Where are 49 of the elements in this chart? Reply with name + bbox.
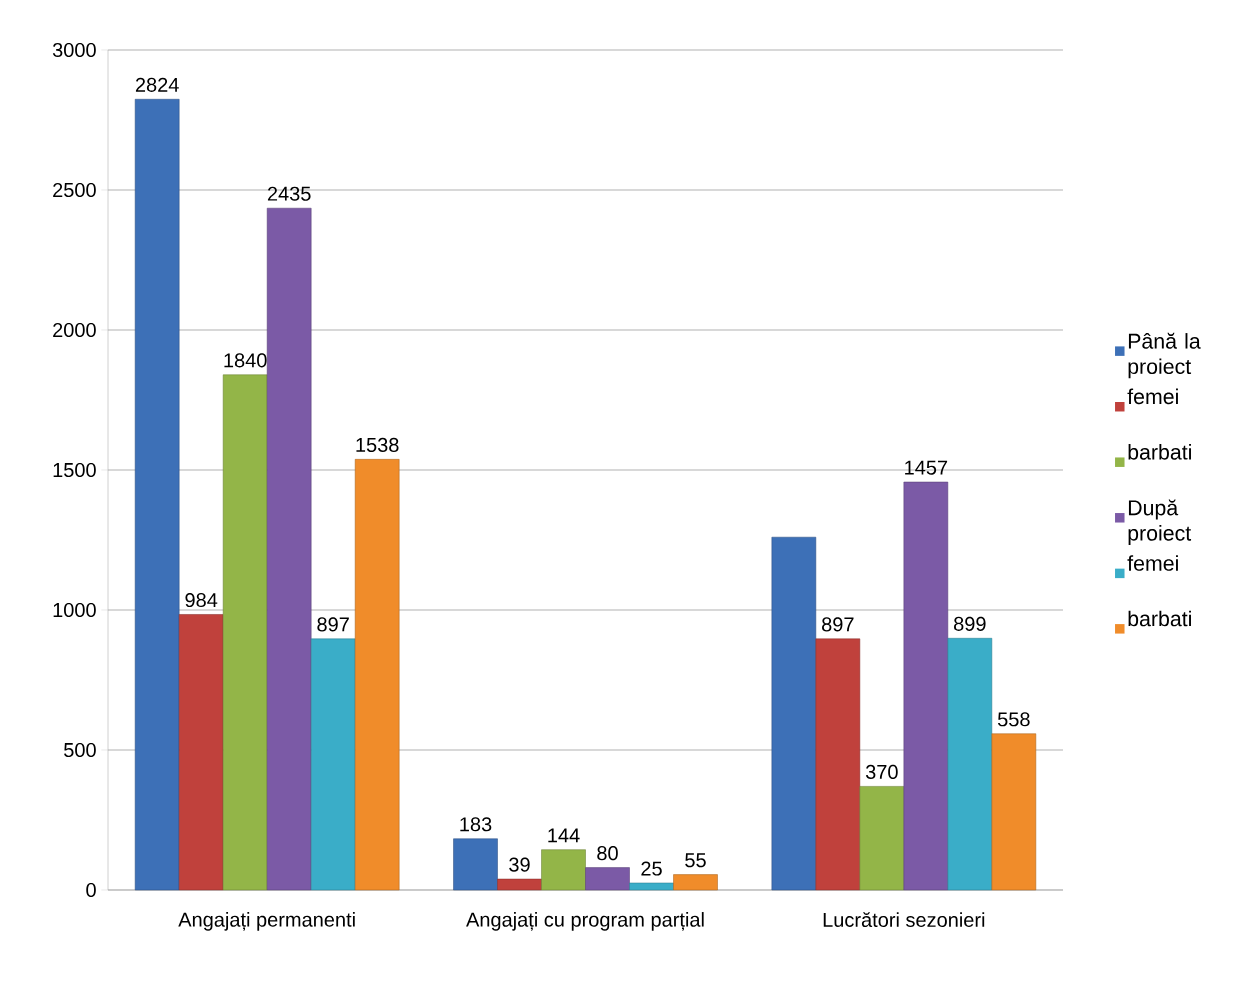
data-label: 2824: [135, 77, 179, 92]
bar: [947, 638, 993, 891]
bar: [815, 638, 861, 891]
data-label: 25: [641, 861, 662, 876]
bar: [266, 207, 312, 891]
bar: [771, 536, 817, 891]
data-label: 897: [317, 617, 349, 632]
data-label: 183: [460, 817, 492, 832]
x-tick-label: Angajați cu program parțial: [466, 912, 704, 931]
data-label: 144: [548, 828, 580, 843]
data-label: 370: [865, 764, 898, 780]
bar: [453, 838, 498, 891]
bar: [991, 733, 1037, 891]
legend-label: femei: [1127, 388, 1178, 405]
data-label: 80: [597, 846, 618, 861]
data-label: 558: [997, 712, 1030, 727]
y-tick-label: 1500: [53, 462, 96, 478]
data-label: 984: [185, 592, 218, 608]
data-label: 1538: [356, 437, 399, 452]
bar: [178, 614, 224, 891]
bar: [134, 99, 180, 891]
bar: [859, 786, 905, 891]
data-label: 39: [509, 857, 530, 872]
x-tick-label: Angajați permanenti: [178, 912, 355, 931]
y-tick-label: 1000: [53, 602, 96, 618]
y-tick-label: 3000: [52, 42, 96, 58]
bar: [585, 867, 630, 891]
bar: [629, 882, 674, 891]
data-label: 55: [685, 853, 706, 868]
legend-label: barbati: [1128, 443, 1191, 460]
data-label: 897: [822, 617, 854, 632]
y-tick-label: 2500: [53, 182, 96, 198]
data-label: 1457: [905, 460, 948, 475]
data-label: 1840: [224, 353, 267, 368]
bar: [310, 638, 356, 891]
bar: [497, 878, 542, 891]
bar: [541, 849, 586, 891]
bar: [673, 874, 718, 891]
y-tick-label: 500: [64, 742, 96, 758]
bar: [354, 459, 400, 891]
y-tick-label: 0: [86, 882, 96, 898]
bar: [903, 481, 949, 891]
legend-label: femei: [1127, 555, 1178, 571]
bar: [222, 374, 268, 891]
data-label: 899: [954, 616, 986, 631]
y-tick-label: 2000: [53, 322, 96, 338]
data-label: 2435: [267, 186, 311, 201]
x-tick-label: Lucrători sezonieri: [823, 912, 985, 927]
legend-label: barbati: [1128, 610, 1191, 627]
